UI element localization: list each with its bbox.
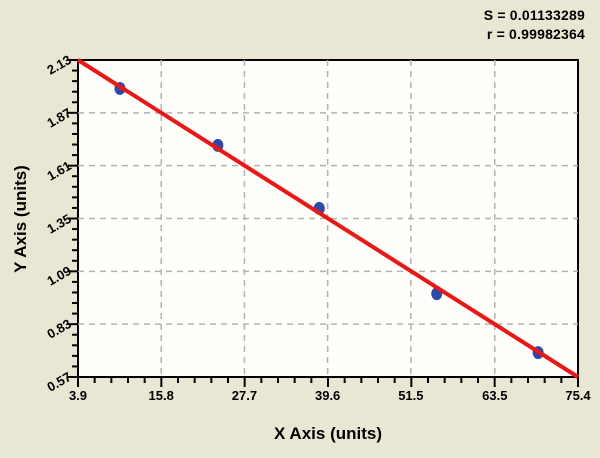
x-tick-label: 63.5 bbox=[482, 388, 508, 403]
x-tick-label: 51.5 bbox=[398, 388, 424, 403]
x-tick-label: 3.9 bbox=[68, 388, 88, 403]
x-tick-label: 75.4 bbox=[565, 388, 591, 403]
y-axis-title: Y Axis (units) bbox=[0, 60, 42, 377]
x-tick-label: 39.6 bbox=[314, 388, 341, 403]
x-tick-label: 15.8 bbox=[148, 388, 174, 403]
s-value-text: S = 0.01133289 bbox=[483, 7, 585, 23]
x-axis-title: X Axis (units) bbox=[274, 424, 382, 443]
regression-line bbox=[76, 58, 580, 379]
r-value-text: r = 0.99982364 bbox=[486, 26, 585, 42]
x-tick-label: 27.7 bbox=[231, 388, 258, 403]
fit-statistics: S = 0.01133289 r = 0.99982364 bbox=[484, 6, 585, 44]
